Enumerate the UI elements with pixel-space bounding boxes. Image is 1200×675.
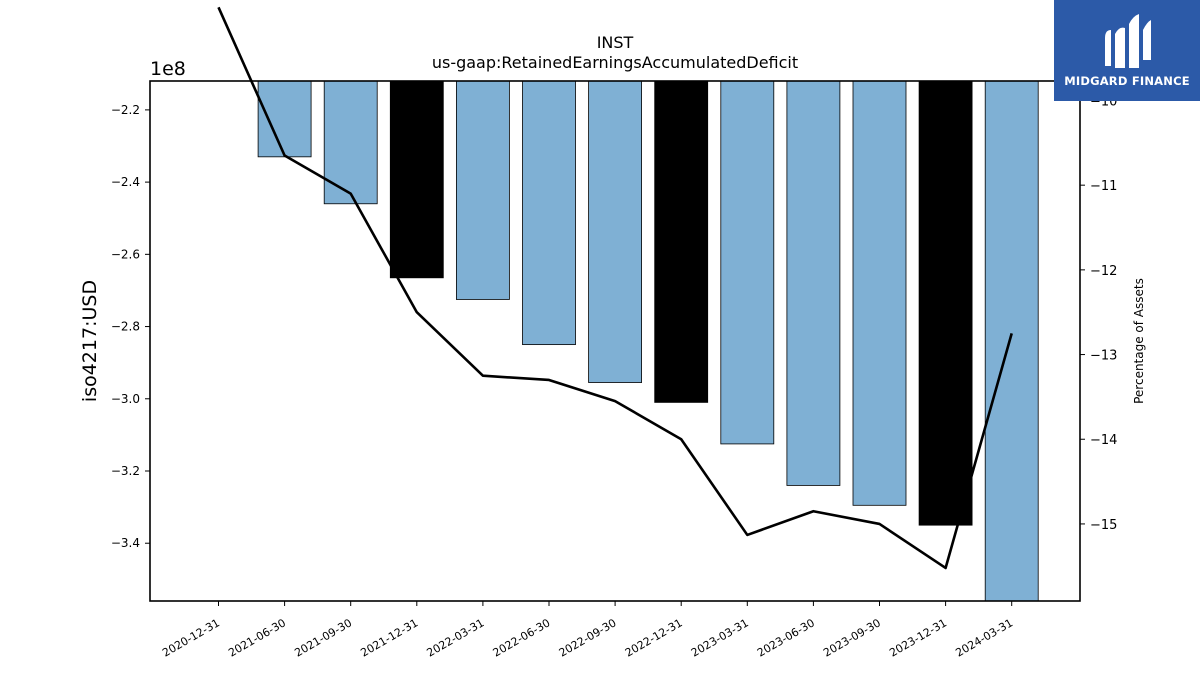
bar — [389, 80, 444, 279]
y-tick-label: −2.2 — [111, 103, 140, 117]
x-tick-label: 2021-06-30 — [226, 616, 288, 659]
bar — [654, 80, 709, 403]
x-tick-label: 2021-12-31 — [358, 616, 420, 659]
bar — [455, 80, 510, 300]
bar — [852, 80, 907, 506]
bar — [786, 80, 841, 486]
x-tick-label: 2022-03-31 — [425, 616, 487, 659]
x-tick-label: 2023-06-30 — [755, 616, 817, 659]
logo: MIDGARD FINANCE — [1054, 0, 1200, 101]
bar — [522, 80, 576, 346]
y-tick-label: −3.0 — [111, 392, 140, 406]
y-tick-label: −3.2 — [111, 464, 140, 478]
chart-subtitle: us-gaap:RetainedEarningsAccumulatedDefic… — [432, 53, 798, 72]
x-tick-label: 2020-12-31 — [160, 616, 222, 659]
y-tick-label: −2.8 — [111, 320, 140, 334]
x-tick-label: 2022-09-30 — [557, 616, 619, 659]
x-tick-label: 2022-12-31 — [623, 616, 685, 659]
y2-axis-label: Percentage of Assets — [1132, 278, 1146, 404]
x-tick-label: 2023-09-30 — [821, 616, 883, 659]
logo-text: MIDGARD FINANCE — [1064, 74, 1190, 88]
y-axis-label: iso4217:USD — [79, 280, 101, 402]
x-tick-label: 2021-09-30 — [292, 616, 354, 659]
y2-tick-label: −12 — [1090, 264, 1117, 279]
bar-group — [257, 80, 1039, 602]
bar — [720, 80, 775, 445]
x-tick-label: 2024-03-31 — [953, 616, 1015, 659]
x-tick-label: 2023-12-31 — [887, 616, 949, 659]
y2-tick-label: −14 — [1090, 433, 1117, 448]
y2-tick-label: −11 — [1090, 179, 1117, 194]
y-offset-label: 1e8 — [150, 58, 186, 80]
x-tick-label: 2023-03-31 — [689, 616, 751, 659]
bar — [257, 80, 312, 158]
chart-title: INST — [597, 33, 634, 52]
midgard-logo-icon — [1105, 14, 1151, 69]
x-tick-label: 2022-06-30 — [491, 616, 553, 659]
bar — [918, 80, 973, 526]
y-tick-label: −2.6 — [111, 247, 140, 261]
y-tick-label: −2.4 — [111, 175, 140, 189]
y2-tick-label: −15 — [1090, 518, 1117, 533]
bar — [323, 80, 378, 205]
bar — [588, 80, 642, 383]
series-line — [217, 6, 1013, 570]
line-series — [217, 6, 1013, 570]
y-tick-label: −3.4 — [111, 536, 140, 550]
y2-tick-label: −13 — [1090, 349, 1117, 364]
bar — [984, 80, 1039, 602]
